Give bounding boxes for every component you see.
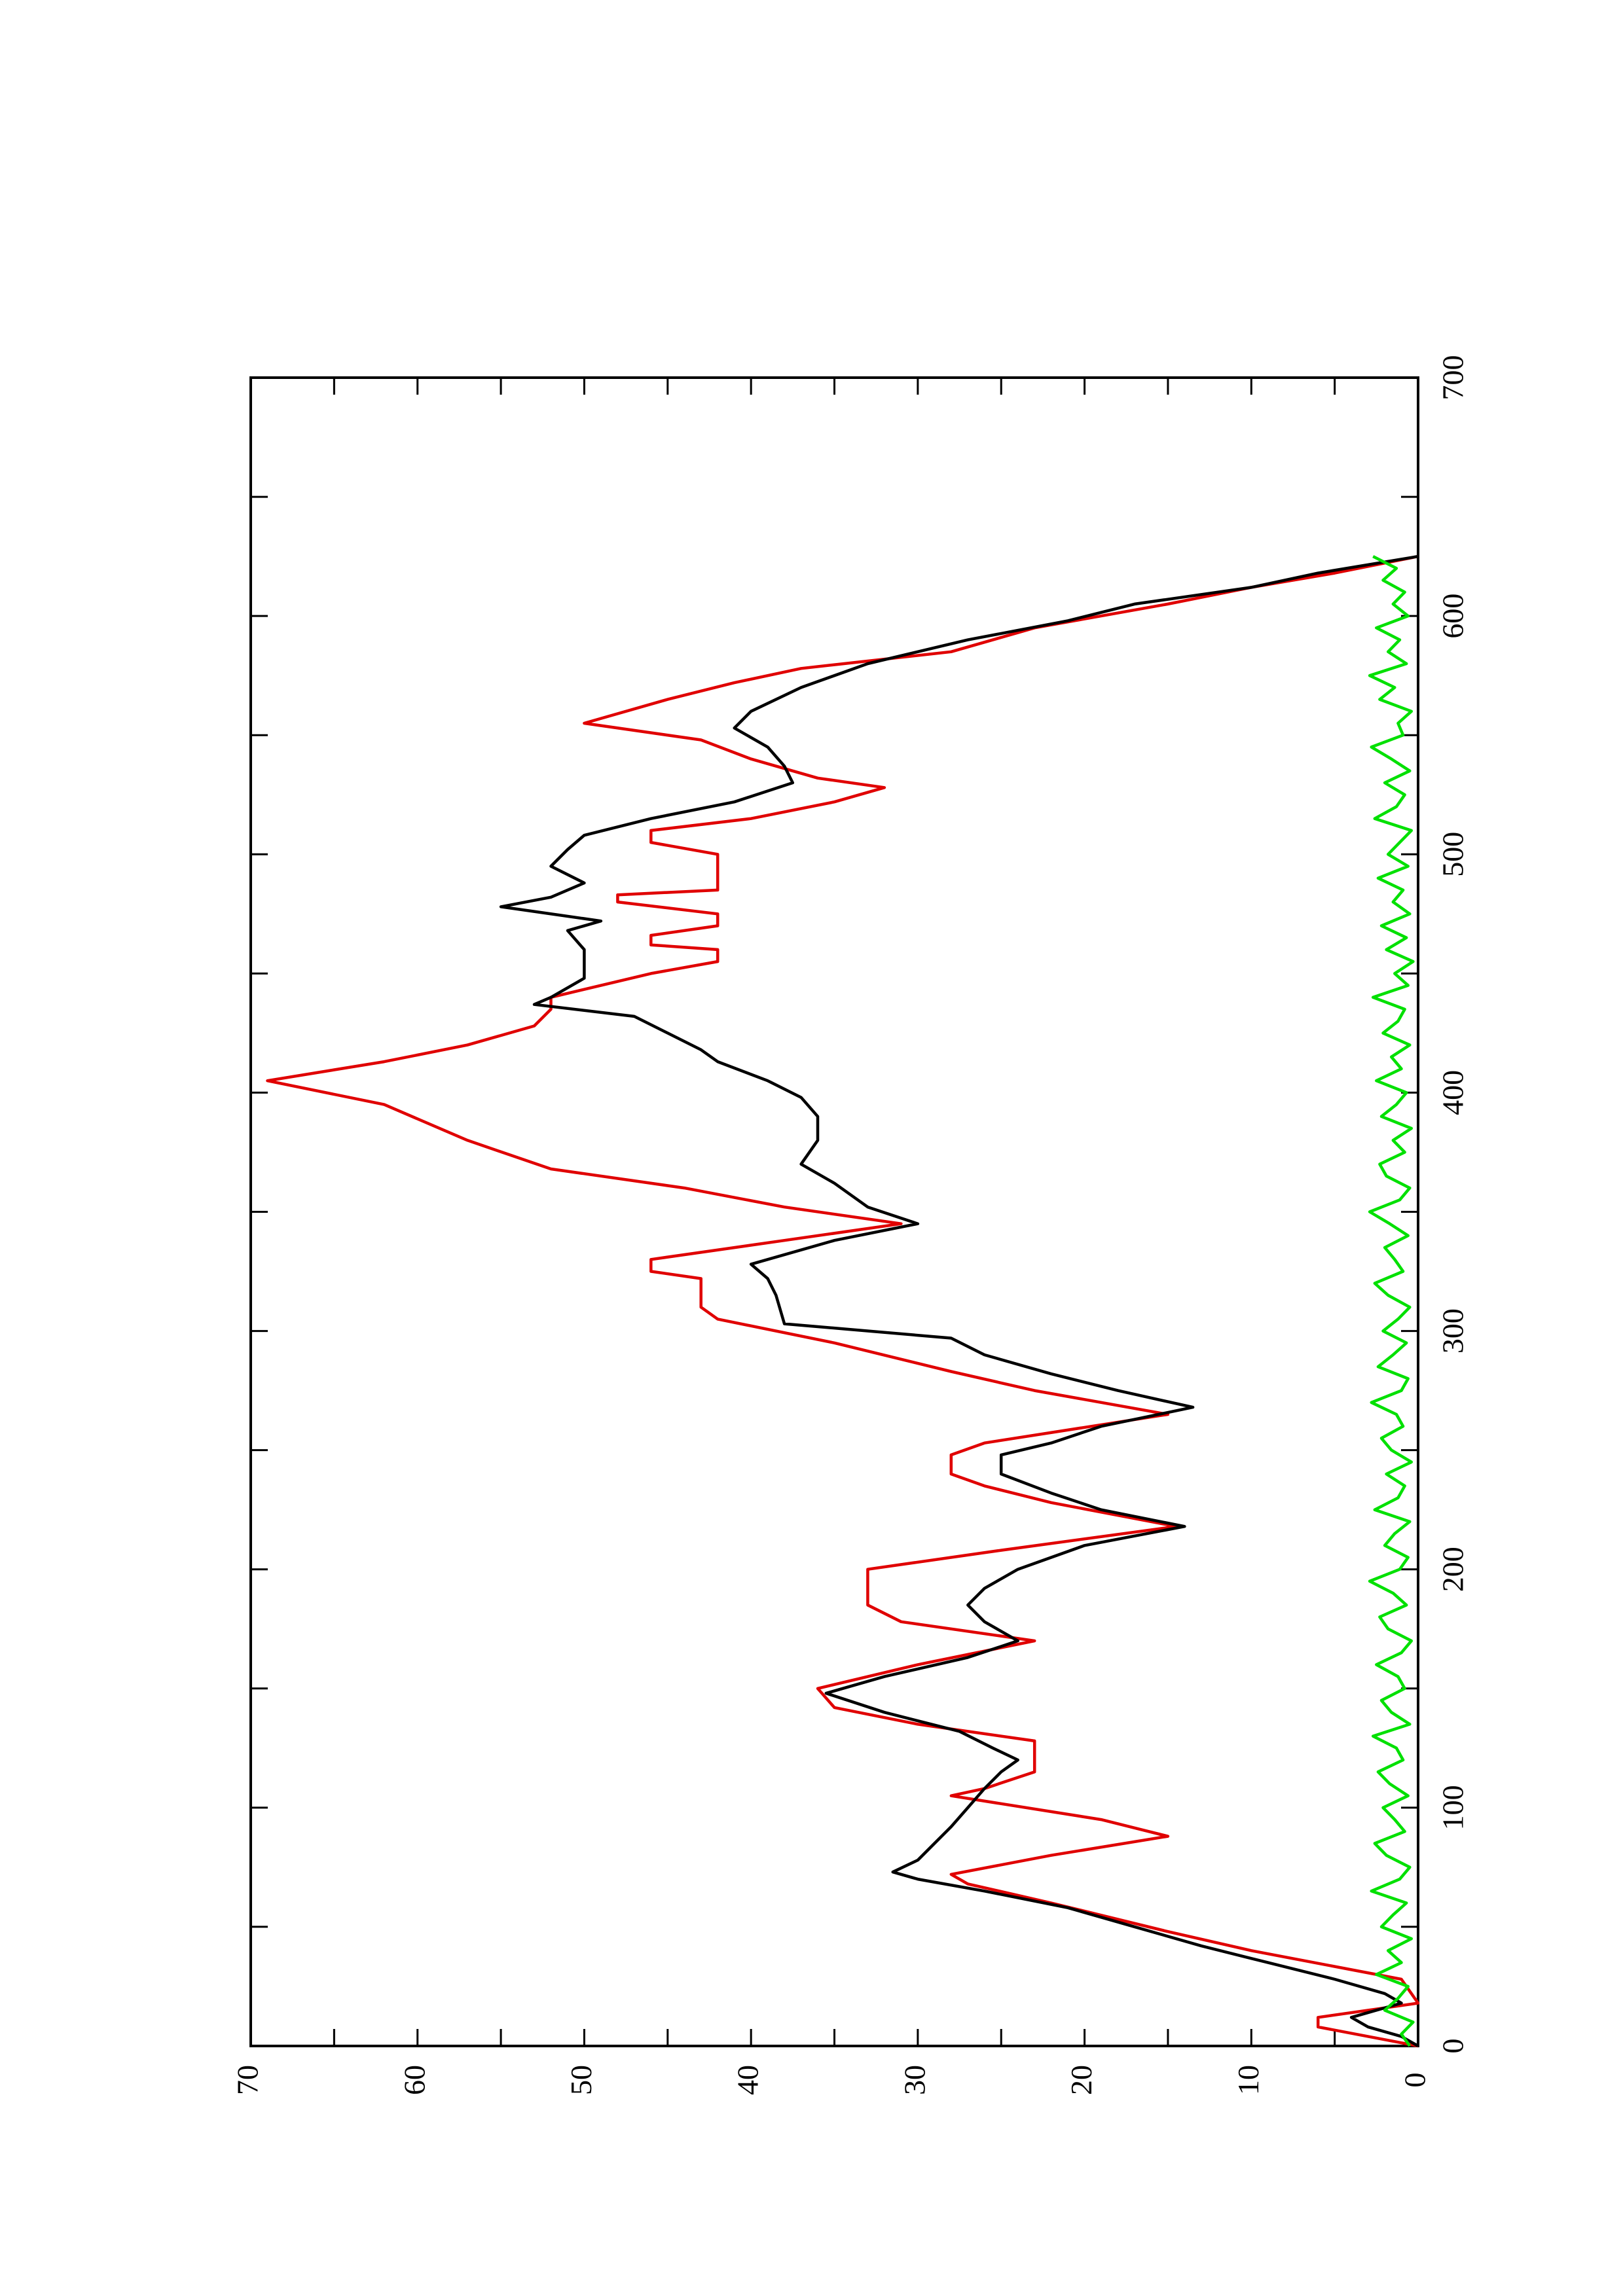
y-tick-label: 40 <box>731 2065 765 2095</box>
x-tick-label: 0 <box>1436 2039 1470 2054</box>
y-tick-label: 30 <box>898 2065 931 2095</box>
x-tick-label: 700 <box>1436 355 1470 401</box>
y-tick-label: 60 <box>397 2065 431 2095</box>
series-line <box>499 554 1419 2047</box>
series-line <box>266 554 1420 2048</box>
x-tick-label: 300 <box>1436 1308 1470 1354</box>
series-line <box>1368 555 1415 2047</box>
y-tick-label: 70 <box>231 2065 264 2095</box>
y-tick-label: 0 <box>1398 2073 1432 2088</box>
x-tick-label: 400 <box>1436 1070 1470 1115</box>
y-tick-label: 20 <box>1065 2065 1098 2095</box>
x-tick-label: 200 <box>1436 1547 1470 1592</box>
x-tick-label: 600 <box>1436 594 1470 639</box>
y-tick-label: 50 <box>564 2065 598 2095</box>
y-tick-label: 10 <box>1231 2065 1265 2095</box>
x-tick-label: 500 <box>1436 832 1470 877</box>
plot-frame <box>249 376 1419 2047</box>
x-tick-label: 100 <box>1436 1785 1470 1830</box>
